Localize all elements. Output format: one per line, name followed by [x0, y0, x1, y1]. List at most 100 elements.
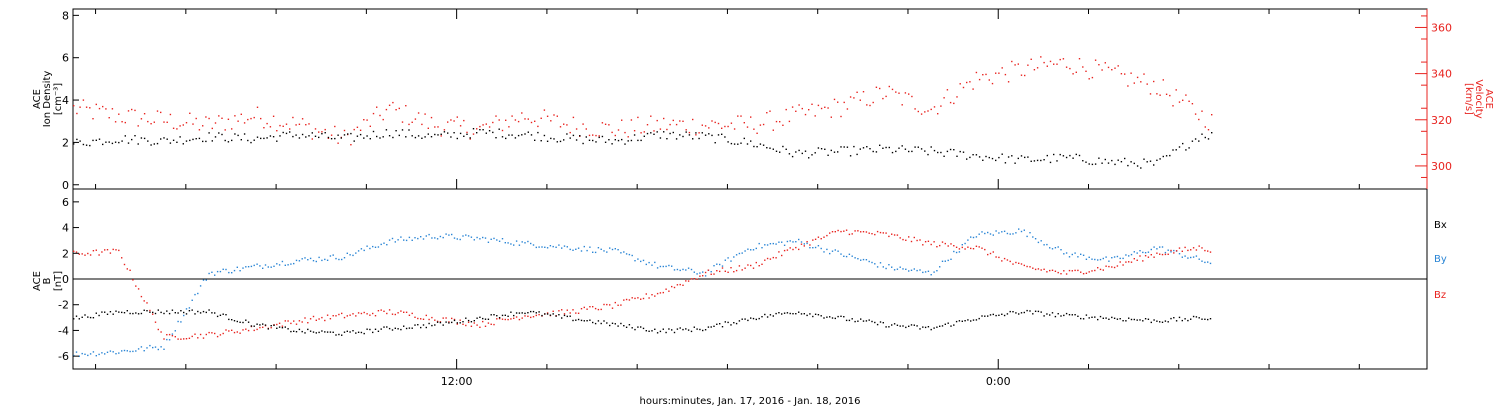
point-bx — [264, 324, 267, 326]
point-velocity — [753, 128, 755, 130]
point-velocity — [856, 91, 858, 93]
point-ion-density — [611, 143, 613, 145]
point-bx — [930, 328, 932, 331]
point-bz — [312, 315, 315, 318]
point-velocity — [1062, 58, 1065, 60]
point-ion-density — [1149, 160, 1152, 162]
point-ion-density — [279, 135, 281, 137]
point-bx — [961, 320, 963, 322]
point-bx — [208, 309, 210, 311]
point-bz — [1006, 259, 1009, 261]
point-bz — [829, 232, 831, 234]
point-bz — [239, 332, 241, 334]
point-bz — [919, 239, 921, 241]
point-bx — [403, 325, 405, 327]
point-by — [75, 351, 78, 353]
point-ion-density — [772, 148, 774, 150]
point-ion-density — [240, 139, 242, 141]
point-velocity — [1020, 74, 1023, 76]
point-ion-density — [585, 136, 587, 138]
point-bx — [1091, 316, 1093, 318]
point-velocity — [143, 113, 146, 115]
point-bx — [561, 317, 563, 319]
point-by — [1113, 256, 1116, 258]
point-velocity — [421, 123, 423, 126]
point-by — [168, 339, 171, 341]
point-bz — [329, 318, 332, 320]
point-velocity — [982, 74, 984, 76]
point-by — [984, 232, 986, 235]
point-bx — [857, 320, 859, 322]
point-bz — [902, 238, 904, 241]
point-by — [487, 241, 490, 243]
point-velocity — [437, 126, 439, 128]
point-velocity — [733, 128, 736, 130]
point-ion-density — [105, 141, 107, 143]
point-bx — [233, 320, 236, 322]
point-velocity — [1198, 118, 1200, 121]
point-velocity — [879, 87, 881, 90]
point-by — [1037, 241, 1040, 244]
point-velocity — [737, 115, 739, 117]
point-bx — [707, 326, 710, 328]
point-velocity — [169, 113, 172, 116]
point-bx — [185, 313, 188, 315]
point-by — [293, 262, 295, 265]
point-by — [1136, 252, 1138, 254]
point-bx — [1161, 321, 1164, 323]
point-by — [964, 242, 966, 245]
point-bz — [524, 315, 526, 317]
point-bx — [341, 334, 343, 336]
point-ion-density — [908, 150, 910, 153]
point-ion-density — [927, 153, 929, 156]
point-ion-density — [962, 151, 965, 153]
point-bx — [482, 317, 484, 320]
point-bz — [216, 335, 219, 338]
point-bz — [631, 297, 633, 299]
point-by — [882, 266, 884, 268]
point-bz — [538, 313, 540, 316]
point-by — [222, 268, 224, 270]
point-bz — [1119, 261, 1121, 263]
point-velocity — [653, 130, 655, 132]
point-bz — [671, 285, 673, 288]
point-bz — [386, 312, 388, 315]
point-bz — [826, 234, 828, 237]
point-bx — [1139, 319, 1141, 321]
point-bx — [823, 317, 825, 319]
point-bx — [575, 319, 577, 321]
point-bx — [383, 326, 385, 328]
point-by — [315, 260, 317, 263]
point-by — [885, 267, 887, 270]
point-bx — [411, 327, 413, 329]
point-by — [862, 258, 865, 261]
point-ion-density — [1040, 159, 1042, 162]
point-by — [614, 248, 616, 250]
point-bz — [106, 249, 109, 251]
point-ion-density — [582, 142, 584, 145]
point-bz — [231, 329, 233, 331]
point-bx — [1209, 318, 1212, 320]
point-ion-density — [1182, 142, 1184, 145]
point-ion-density — [324, 132, 326, 134]
point-bz — [1192, 247, 1195, 249]
point-bx — [247, 321, 250, 323]
point-velocity — [769, 110, 771, 112]
point-bz — [944, 242, 946, 245]
point-bx — [544, 313, 546, 315]
point-by — [180, 321, 182, 323]
top-left-tick-label: 2 — [62, 136, 69, 149]
point-velocity — [501, 129, 504, 132]
point-bz — [995, 256, 997, 258]
point-bz — [955, 246, 958, 248]
point-ion-density — [356, 135, 359, 137]
point-bx — [572, 319, 574, 322]
point-velocity — [334, 125, 336, 128]
point-bz — [487, 322, 490, 324]
point-ion-density — [369, 138, 371, 140]
point-ion-density — [1201, 133, 1203, 135]
point-by — [73, 354, 75, 357]
point-by — [541, 246, 543, 248]
point-bz — [439, 321, 442, 323]
point-velocity — [227, 118, 230, 120]
